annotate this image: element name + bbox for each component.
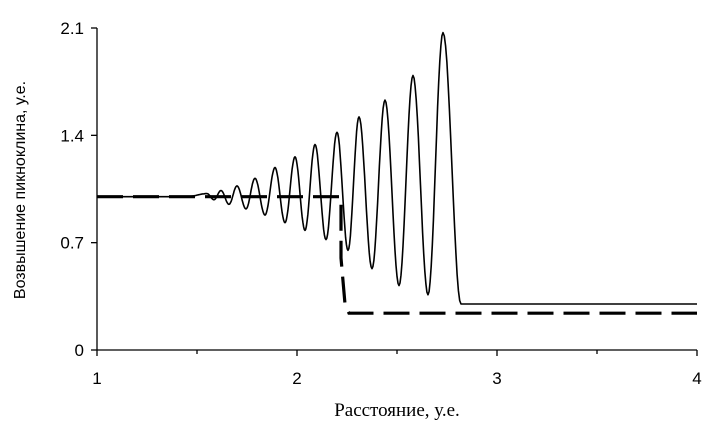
series-solid-line bbox=[97, 31, 697, 305]
series-layer bbox=[97, 31, 697, 315]
y-tick-label: 0 bbox=[75, 341, 84, 360]
x-ticks: 1 2 3 4 bbox=[92, 350, 702, 388]
y-tick-label: 0.7 bbox=[60, 234, 84, 253]
x-tick-label: 4 bbox=[692, 369, 701, 388]
x-tick-label: 3 bbox=[492, 369, 501, 388]
x-tick-label: 1 bbox=[92, 369, 101, 388]
y-ticks: 0 0.7 1.4 2.1 bbox=[60, 19, 97, 360]
series-dashed-line bbox=[97, 195, 697, 315]
axes bbox=[96, 28, 697, 351]
x-axis-label: Расстояние, у.е. bbox=[334, 400, 460, 421]
x-tick-label: 2 bbox=[292, 369, 301, 388]
y-tick-label: 2.1 bbox=[60, 19, 84, 38]
y-tick-label: 1.4 bbox=[60, 126, 84, 145]
y-axis-label: Возвышение пикноклина, у.е. bbox=[12, 81, 29, 299]
